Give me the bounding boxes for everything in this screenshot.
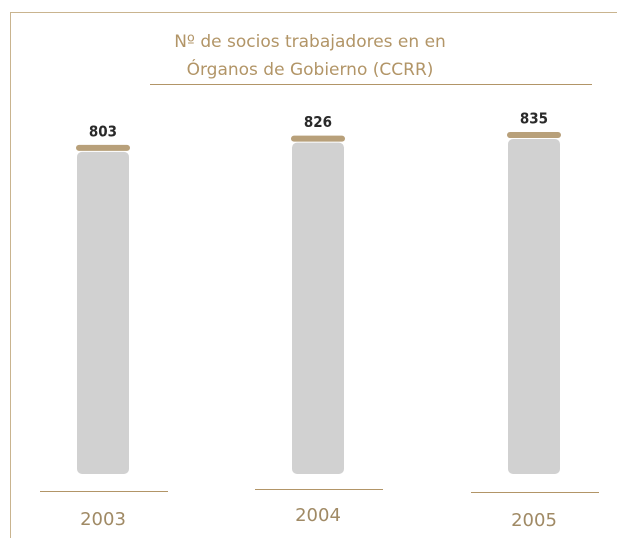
bar: [508, 139, 560, 474]
value-label: 835: [520, 110, 548, 128]
chart-title: Nº de socios trabajadores en en: [174, 32, 446, 52]
bar-cap: [507, 132, 561, 138]
bar: [292, 142, 344, 474]
chart-title: Órganos de Gobierno (CCRR): [187, 58, 434, 80]
value-label: 826: [304, 113, 332, 131]
bar-cap: [76, 144, 130, 151]
x-tick-label: 2005: [511, 510, 557, 531]
x-tick-label: 2003: [80, 509, 126, 530]
bar-cap: [291, 135, 345, 142]
value-label: 803: [89, 122, 117, 140]
bar: [77, 151, 129, 474]
x-tick-label: 2004: [295, 505, 341, 526]
